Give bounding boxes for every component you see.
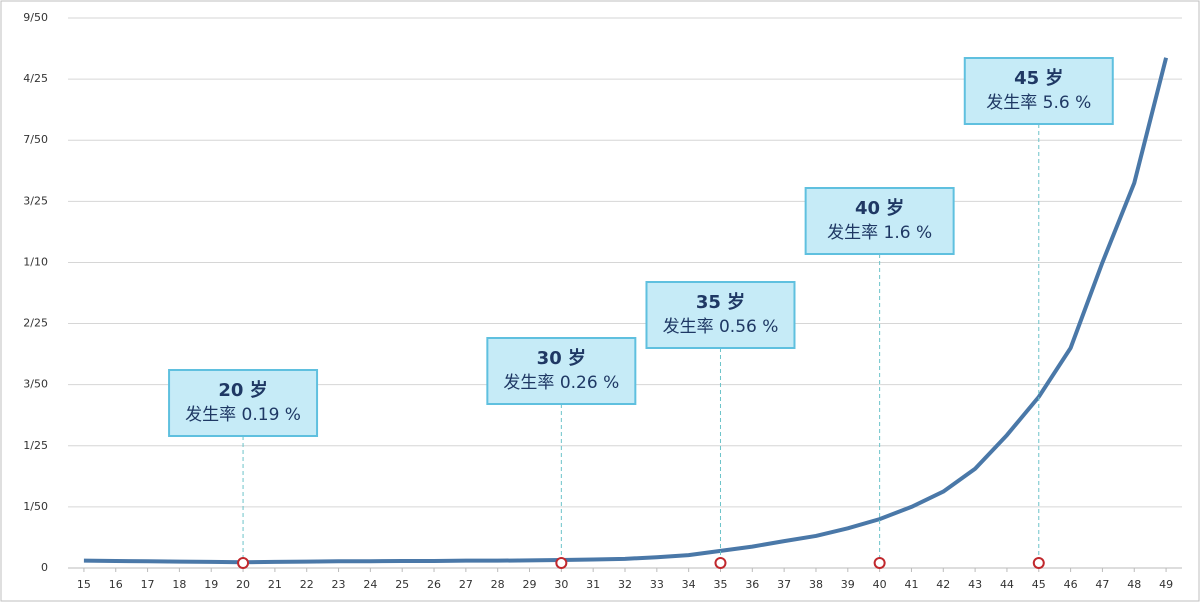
x-tick-label: 26 [427,578,441,591]
callout-title: 40 岁 [855,197,904,219]
callout-text: 发生率 0.26 % [503,373,619,393]
y-tick-label: 3/50 [23,378,48,391]
callout-title: 20 岁 [218,379,267,401]
x-tick-label: 34 [682,578,696,591]
callout-marker [873,557,886,569]
x-tick-label: 44 [1000,578,1014,591]
x-tick-label: 20 [236,578,250,591]
x-tick-label: 49 [1159,578,1173,591]
y-tick-label: 1/50 [23,500,48,513]
callout-title: 45 岁 [1014,67,1063,89]
x-tick-label: 27 [459,578,473,591]
x-tick-label: 42 [936,578,950,591]
x-tick-label: 32 [618,578,632,591]
x-tick-label: 25 [395,578,409,591]
x-tick-label: 37 [777,578,791,591]
callout-text: 发生率 1.6 % [827,223,932,243]
x-tick-label: 41 [904,578,918,591]
callout-box [645,281,796,349]
x-tick-label: 38 [809,578,823,591]
x-tick-label: 17 [141,578,155,591]
x-tick-label: 33 [650,578,664,591]
x-tick-label: 21 [268,578,282,591]
callout-marker [714,557,727,569]
x-tick-label: 23 [332,578,346,591]
data-line [83,57,1169,565]
x-tick-label: 18 [172,578,186,591]
y-tick-label: 9/50 [23,11,48,24]
x-tick-label: 43 [968,578,982,591]
x-tick-label: 31 [586,578,600,591]
x-tick-label: 30 [554,578,568,591]
x-tick-label: 28 [491,578,505,591]
x-tick-label: 15 [77,578,91,591]
y-tick-label: 3/25 [23,194,48,207]
x-tick-label: 36 [745,578,759,591]
x-tick-label: 47 [1095,578,1109,591]
callout-text: 发生率 5.6 % [986,93,1091,113]
x-tick-label: 46 [1064,578,1078,591]
y-tick-label: 0 [41,561,48,574]
callout-marker [1032,557,1045,569]
x-tick-label: 22 [300,578,314,591]
callout-marker [237,557,250,569]
x-tick-label: 16 [109,578,123,591]
callout-box [804,187,955,255]
callout-box [168,369,319,437]
x-tick-label: 40 [873,578,887,591]
x-tick-label: 24 [363,578,377,591]
x-tick-label: 39 [841,578,855,591]
y-tick-label: 1/25 [23,439,48,452]
x-tick-label: 35 [713,578,727,591]
x-tick-label: 29 [523,578,537,591]
callout-box [486,337,637,405]
x-tick-label: 19 [204,578,218,591]
x-tick-label: 48 [1127,578,1141,591]
callout-title: 30 岁 [537,347,586,369]
callout-text: 发生率 0.56 % [663,317,779,337]
callout-marker [555,557,568,569]
callout-box [963,57,1114,125]
callout-title: 35 岁 [696,291,745,313]
x-tick-label: 45 [1032,578,1046,591]
y-tick-label: 1/10 [23,255,48,268]
y-tick-label: 4/25 [23,72,48,85]
callout-text: 发生率 0.19 % [185,405,301,425]
y-tick-label: 7/50 [23,133,48,146]
y-tick-label: 2/25 [23,317,48,330]
